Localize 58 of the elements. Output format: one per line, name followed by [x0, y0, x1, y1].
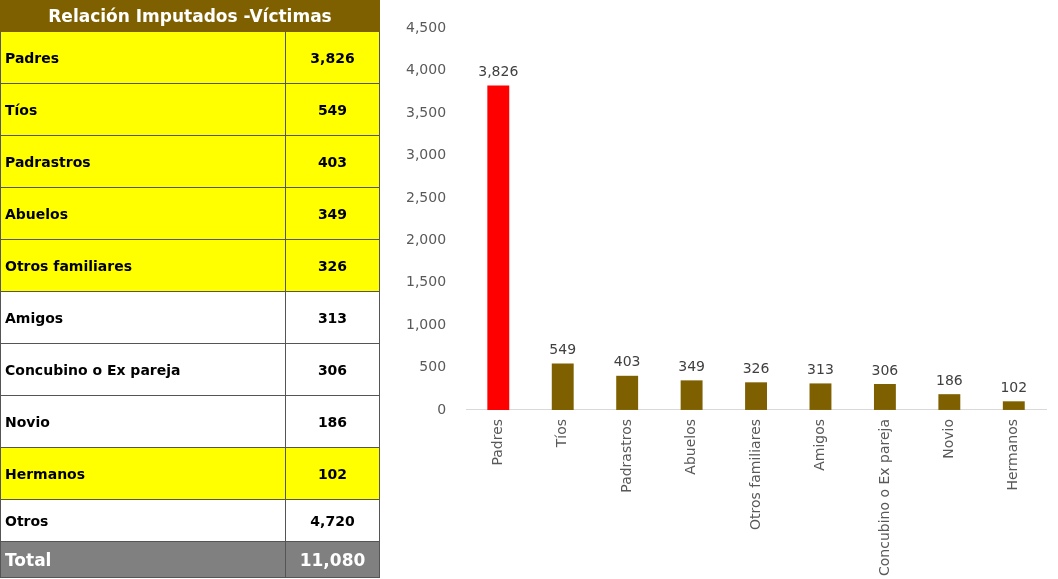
y-tick-label: 2,500 — [405, 188, 447, 205]
y-tick-label: 0 — [437, 400, 447, 417]
bar — [616, 375, 639, 410]
category-label: Otros — [1, 500, 286, 541]
category-label: Concubino o Ex pareja — [1, 344, 286, 395]
bar — [745, 382, 767, 410]
data-label: 549 — [549, 341, 577, 358]
text: 549 — [317, 101, 348, 118]
data-label: 313 — [807, 361, 834, 378]
category-label: Abuelos — [1, 188, 286, 239]
category-label: Total — [1, 542, 286, 577]
bar — [551, 363, 574, 410]
x-tick-label: Otros familiares — [746, 418, 763, 530]
data-label: 3,826 — [478, 63, 519, 80]
x-tick-label: Tíos — [553, 418, 570, 449]
text: 186 — [317, 413, 348, 430]
bar — [680, 380, 703, 410]
text: 326 — [317, 257, 348, 274]
text: 306 — [317, 361, 348, 378]
category-label: Amigos — [1, 292, 286, 343]
y-tick-label: 3,000 — [405, 146, 447, 163]
y-tick-label: 500 — [419, 358, 447, 375]
y-tick-label: 4,500 — [405, 19, 447, 36]
data-label: 349 — [678, 358, 705, 375]
text: 102 — [317, 465, 348, 482]
text: 403 — [317, 153, 348, 170]
y-tick-label: 1,000 — [405, 315, 447, 332]
text: 3,826 — [310, 49, 355, 66]
category-label: Padres — [1, 32, 286, 83]
bar — [873, 384, 896, 410]
text: Relación Imputados -Víctimas — [0, 0, 380, 32]
text: 11,080 — [299, 549, 366, 570]
data-label: 306 — [871, 361, 899, 378]
data-label: 186 — [935, 371, 963, 388]
bar — [1002, 401, 1025, 410]
x-tick-label: Abuelos — [682, 418, 699, 475]
text: 313 — [317, 309, 348, 326]
y-tick-label: 2,000 — [405, 231, 447, 248]
data-label: 403 — [613, 353, 641, 370]
y-tick-label: 1,500 — [405, 273, 447, 290]
category-label: Padrastros — [1, 136, 286, 187]
data-label: 102 — [1000, 378, 1028, 395]
category-label: Otros familiares — [1, 240, 286, 291]
x-tick-label: Padrastros — [617, 418, 634, 493]
x-tick-label: Novio — [939, 418, 956, 459]
y-tick-label: 4,000 — [405, 61, 447, 78]
y-tick-label: 3,500 — [405, 103, 447, 120]
x-tick-label: Hermanos — [1004, 418, 1021, 491]
data-label: 326 — [742, 359, 770, 376]
text: 349 — [317, 205, 348, 222]
bar — [487, 85, 510, 410]
bar — [809, 383, 832, 410]
bar — [938, 394, 961, 410]
x-tick-label: Padres — [488, 418, 505, 466]
category-label: Tíos — [1, 84, 286, 135]
text: 4,720 — [310, 512, 355, 529]
x-tick-label: Amigos — [811, 418, 828, 471]
x-tick-label: Concubino o Ex pareja — [875, 418, 892, 576]
